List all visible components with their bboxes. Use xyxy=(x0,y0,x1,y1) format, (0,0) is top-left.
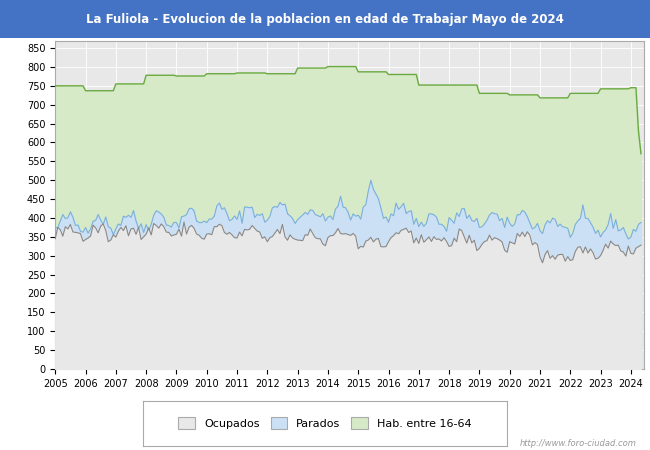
Text: La Fuliola - Evolucion de la poblacion en edad de Trabajar Mayo de 2024: La Fuliola - Evolucion de la poblacion e… xyxy=(86,13,564,26)
Text: http://www.foro-ciudad.com: http://www.foro-ciudad.com xyxy=(520,439,637,448)
Legend: Ocupados, Parados, Hab. entre 16-64: Ocupados, Parados, Hab. entre 16-64 xyxy=(175,414,475,432)
